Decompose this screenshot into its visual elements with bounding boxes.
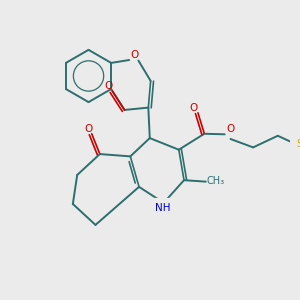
Text: NH: NH — [155, 203, 171, 213]
Text: O: O — [130, 50, 138, 60]
Text: O: O — [190, 103, 198, 113]
Text: S: S — [296, 139, 300, 149]
Text: CH₃: CH₃ — [207, 176, 225, 186]
Text: O: O — [104, 81, 112, 92]
Text: O: O — [85, 124, 93, 134]
Text: O: O — [226, 124, 234, 134]
